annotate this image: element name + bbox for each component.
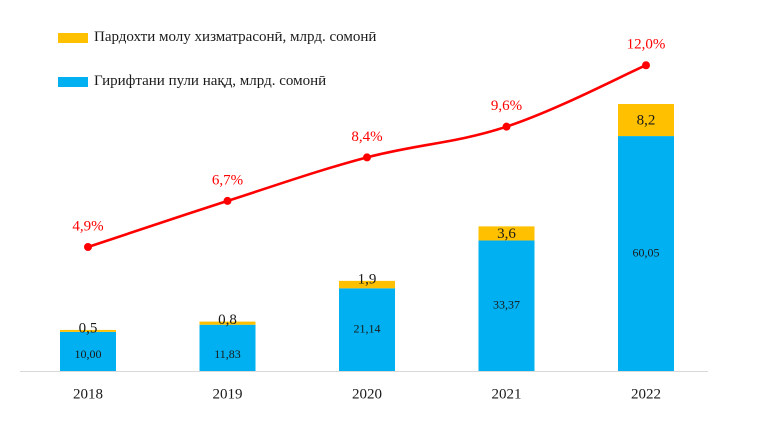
x-tick-label-2018: 2018: [73, 386, 103, 402]
data-label-payments-2019: 0,8: [218, 312, 237, 328]
share-label-2020: 8,4%: [351, 129, 382, 145]
bar-payments-2019: [199, 321, 256, 325]
bar-cash-2019: [199, 324, 256, 371]
legend-item-cash: Гирифтани пули нақд, млрд. сомонӣ: [58, 73, 326, 90]
data-label-payments-2018: 0,5: [79, 320, 98, 336]
data-label-cash-2021: 33,37: [493, 297, 520, 311]
share-label-2019: 6,7%: [212, 172, 243, 188]
legend-label-payments: Пардохти молу хизматрасонӣ, млрд. сомонӣ: [94, 29, 377, 45]
share-point-2022: [642, 61, 650, 70]
bar-cash-2020: [339, 288, 395, 371]
data-label-cash-2018: 10,00: [75, 347, 102, 361]
share-point-2018: [84, 243, 92, 251]
x-tick-label-2019: 2019: [213, 386, 243, 402]
bar-cash-2022: [618, 136, 674, 371]
x-tick-label-2022: 2022: [631, 386, 661, 402]
share-label-2018: 4,9%: [72, 218, 103, 234]
bar-payments-2018: [60, 329, 116, 332]
data-label-payments-2022: 8,2: [637, 112, 656, 128]
data-label-cash-2022: 60,05: [633, 245, 660, 259]
share-point-2021: [502, 122, 511, 131]
bar-payments-2020: [339, 280, 395, 289]
data-label-payments-2021: 3,6: [497, 226, 516, 242]
bar-payments-2022: [618, 104, 674, 137]
legend-swatch-cash: [58, 76, 88, 87]
share-label-2022: 12,0%: [627, 37, 666, 53]
data-label-cash-2020: 21,14: [354, 321, 381, 335]
bar-cash-2018: [60, 331, 116, 371]
data-label-payments-2020: 1,9: [358, 271, 377, 287]
data-label-cash-2019: 11,83: [214, 347, 241, 361]
bar-cash-2021: [478, 240, 535, 371]
x-tick-label-2021: 2021: [492, 386, 522, 402]
legend-label-cash: Гирифтани пули нақд, млрд. сомонӣ: [94, 73, 327, 89]
legend-item-payments: Пардохти молу хизматрасонӣ, млрд. сомонӣ: [58, 29, 376, 46]
share-point-2019: [223, 196, 232, 205]
share-label-2021: 9,6%: [491, 98, 522, 114]
bar-payments-2021: [478, 226, 535, 241]
x-tick-label-2020: 2020: [352, 386, 382, 402]
share-point-2020: [363, 153, 371, 162]
legend-swatch-payments: [58, 32, 88, 43]
